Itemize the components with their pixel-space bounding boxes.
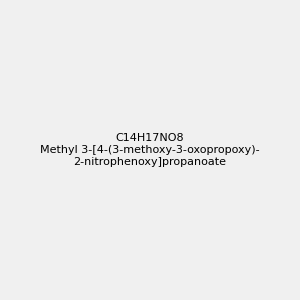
Text: C14H17NO8
Methyl 3-[4-(3-methoxy-3-oxopropoxy)-
2-nitrophenoxy]propanoate: C14H17NO8 Methyl 3-[4-(3-methoxy-3-oxopr… (40, 134, 260, 166)
